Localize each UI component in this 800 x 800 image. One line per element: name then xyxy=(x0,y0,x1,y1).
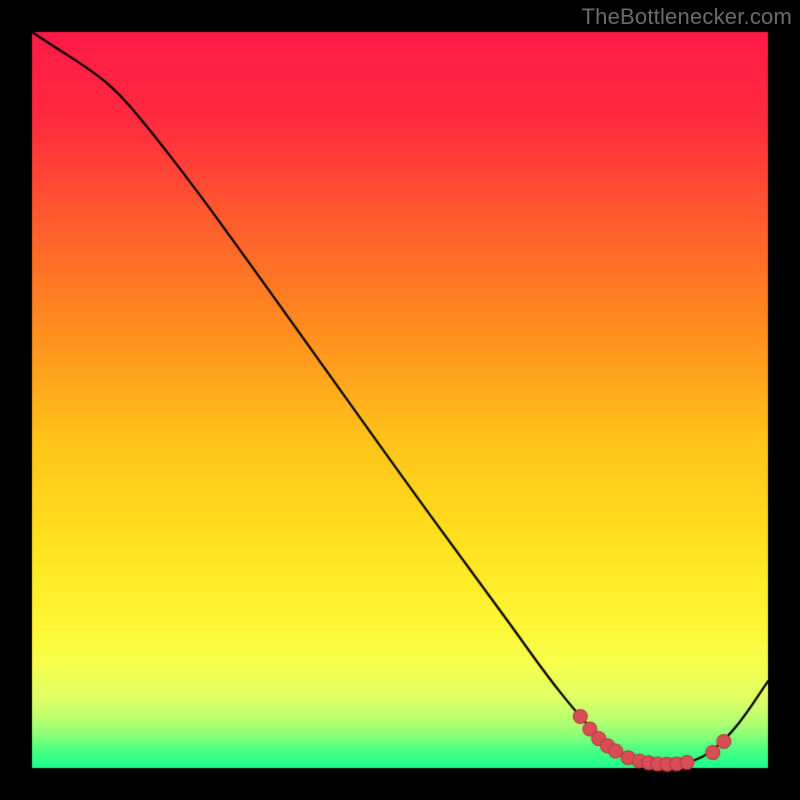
bottleneck-gradient-chart xyxy=(0,0,800,800)
watermark-text: TheBottlenecker.com xyxy=(582,4,792,30)
